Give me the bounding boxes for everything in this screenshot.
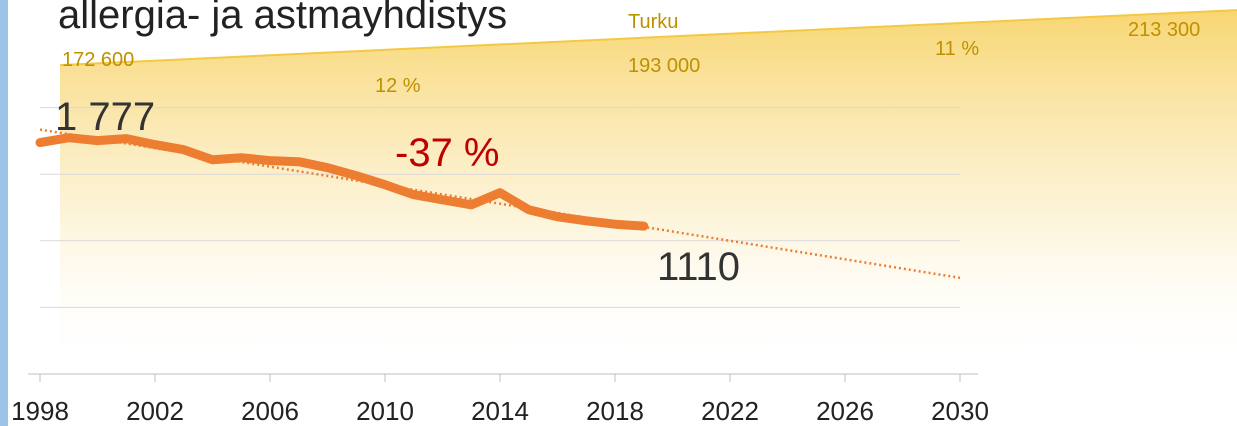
- left-decoration: [0, 0, 8, 426]
- x-tick-label: 2026: [816, 396, 874, 426]
- annotation: 1 777: [55, 95, 155, 139]
- annotation: 1110: [657, 245, 740, 289]
- x-tick-label: 2030: [931, 396, 989, 426]
- annotation: 12 %: [375, 75, 421, 97]
- annotation: -37 %: [395, 131, 500, 175]
- x-tick-label: 2018: [586, 396, 644, 426]
- data-line: [35, 133, 649, 231]
- chart-title: allergia- ja astmayhdistys: [58, 0, 507, 37]
- annotation: 193 000: [628, 55, 700, 77]
- annotation: 11 %: [935, 38, 979, 60]
- x-tick-label: 2002: [126, 396, 184, 426]
- x-tick-label: 2022: [701, 396, 759, 426]
- x-tick-label: 1998: [11, 396, 69, 426]
- x-tick-label: 2010: [356, 396, 414, 426]
- annotation: 213 300: [1128, 19, 1200, 41]
- x-tick-label: 2006: [241, 396, 299, 426]
- population-area: [60, 10, 1237, 374]
- population-line: [59, 9, 1237, 67]
- annotation: Turku: [628, 11, 678, 33]
- annotation: 172 600: [62, 49, 134, 71]
- x-tick-label: 2014: [471, 396, 529, 426]
